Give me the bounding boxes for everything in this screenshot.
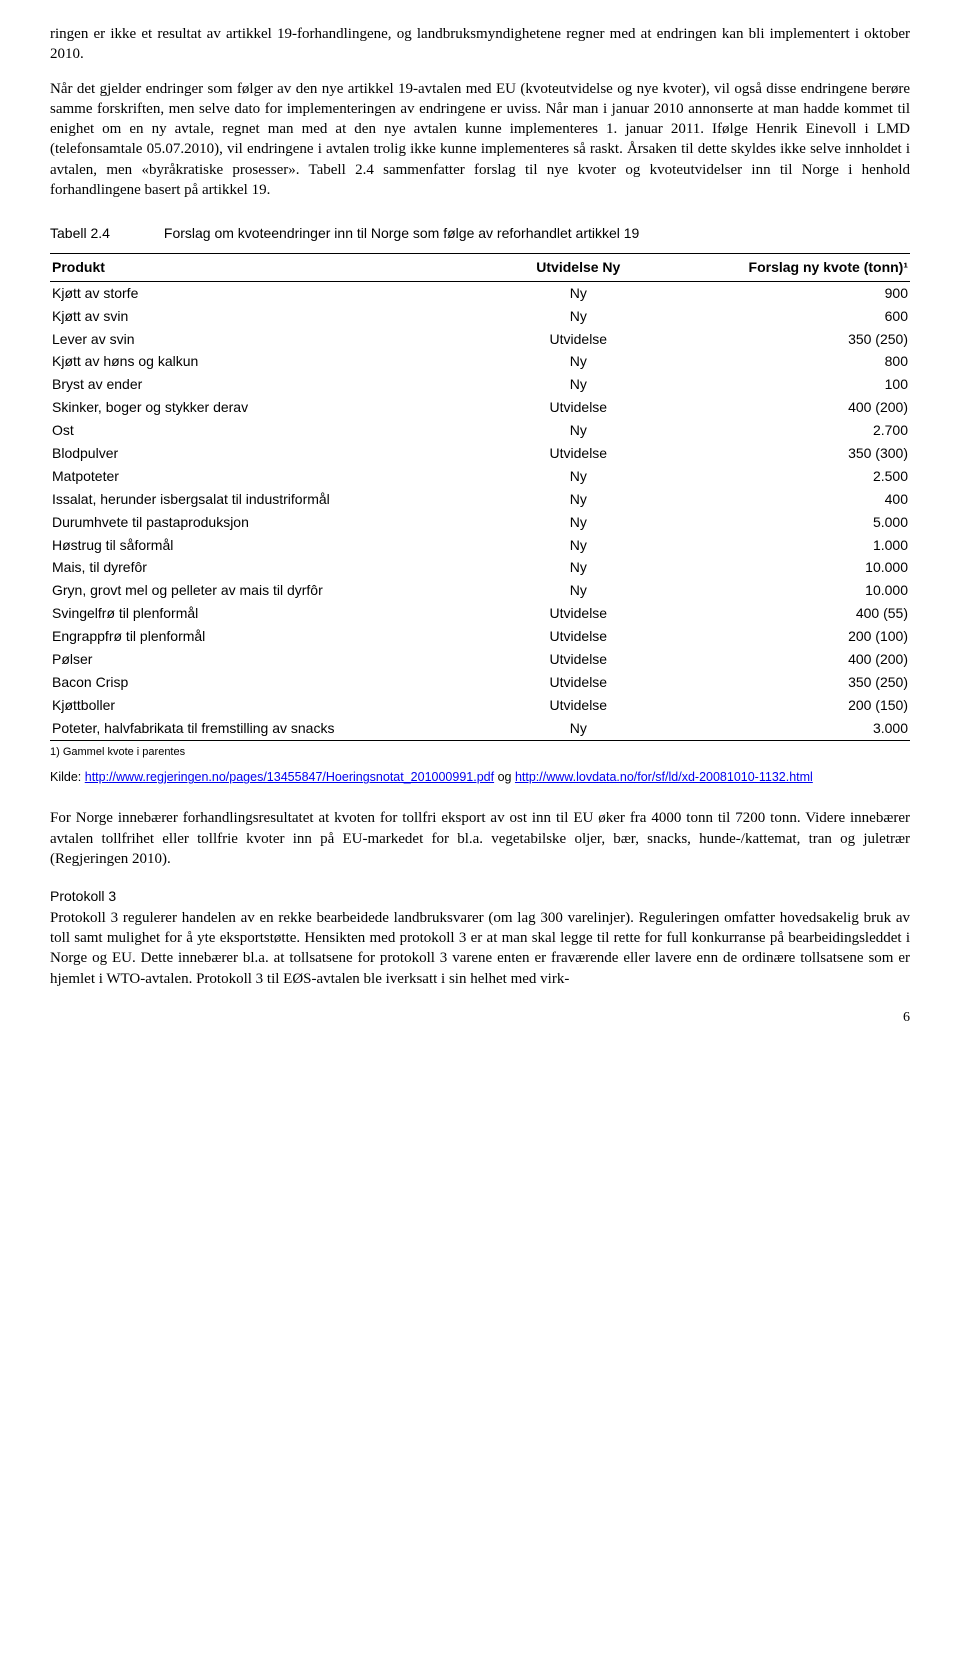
table-cell: 1.000 <box>649 534 910 557</box>
table-row: Svingelfrø til plenformålUtvidelse400 (5… <box>50 602 910 625</box>
table-cell: 400 (200) <box>649 396 910 419</box>
table-row: Engrappfrø til plenformålUtvidelse200 (1… <box>50 625 910 648</box>
table-caption: Tabell 2.4 Forslag om kvoteendringer inn… <box>50 224 910 243</box>
table-cell: Ny <box>508 579 649 602</box>
table-caption-text: Forslag om kvoteendringer inn til Norge … <box>164 225 639 241</box>
table-row: Lever av svinUtvidelse350 (250) <box>50 328 910 351</box>
table-cell: 350 (250) <box>649 671 910 694</box>
table-row: Skinker, boger og stykker deravUtvidelse… <box>50 396 910 419</box>
table-cell: Utvidelse <box>508 671 649 694</box>
table-row: Kjøtt av svinNy600 <box>50 305 910 328</box>
table-row: Høstrug til såformålNy1.000 <box>50 534 910 557</box>
table-cell: Ny <box>508 534 649 557</box>
table-cell: Høstrug til såformål <box>50 534 508 557</box>
table-cell: 350 (300) <box>649 442 910 465</box>
table-row: Gryn, grovt mel og pelleter av mais til … <box>50 579 910 602</box>
table-cell: Ny <box>508 350 649 373</box>
table-cell: Ost <box>50 419 508 442</box>
table-cell: Svingelfrø til plenformål <box>50 602 508 625</box>
table-cell: 400 (55) <box>649 602 910 625</box>
table-cell: Kjøtt av storfe <box>50 281 508 304</box>
table-cell: Bacon Crisp <box>50 671 508 694</box>
table-cell: Poteter, halvfabrikata til fremstilling … <box>50 717 508 740</box>
table-cell: 5.000 <box>649 511 910 534</box>
table-cell: 10.000 <box>649 556 910 579</box>
table-cell: Blodpulver <box>50 442 508 465</box>
table-cell: 2.700 <box>649 419 910 442</box>
table-cell: Ny <box>508 511 649 534</box>
table-source: Kilde: http://www.regjeringen.no/pages/1… <box>50 769 910 786</box>
table-row: Bryst av enderNy100 <box>50 373 910 396</box>
table-cell: Engrappfrø til plenformål <box>50 625 508 648</box>
table-cell: Ny <box>508 373 649 396</box>
table-cell: Utvidelse <box>508 442 649 465</box>
table-cell: Ny <box>508 488 649 511</box>
table-cell: 600 <box>649 305 910 328</box>
table-cell: Bryst av ender <box>50 373 508 396</box>
table-cell: Skinker, boger og stykker derav <box>50 396 508 419</box>
table-cell: Utvidelse <box>508 694 649 717</box>
table-row: Kjøtt av storfeNy900 <box>50 281 910 304</box>
table-cell: Kjøtt av svin <box>50 305 508 328</box>
table-cell: Ny <box>508 465 649 488</box>
table-cell: Kjøttboller <box>50 694 508 717</box>
table-cell: Utvidelse <box>508 625 649 648</box>
source-prefix: Kilde: <box>50 770 85 784</box>
table-cell: Ny <box>508 305 649 328</box>
table-cell: 2.500 <box>649 465 910 488</box>
source-midtext: og <box>494 770 515 784</box>
table-row: PølserUtvidelse400 (200) <box>50 648 910 671</box>
table-cell: 3.000 <box>649 717 910 740</box>
table-row: MatpoteterNy2.500 <box>50 465 910 488</box>
table-row: Poteter, halvfabrikata til fremstilling … <box>50 717 910 740</box>
table-cell: Ny <box>508 419 649 442</box>
col-header-product: Produkt <box>50 253 508 281</box>
table-cell: 400 <box>649 488 910 511</box>
table-cell: Utvidelse <box>508 328 649 351</box>
table-cell: Ny <box>508 281 649 304</box>
table-cell: 800 <box>649 350 910 373</box>
table-cell: 100 <box>649 373 910 396</box>
table-cell: Ny <box>508 717 649 740</box>
paragraph-3: For Norge innebærer forhandlingsresultat… <box>50 808 910 869</box>
table-cell: Lever av svin <box>50 328 508 351</box>
source-link-1[interactable]: http://www.regjeringen.no/pages/13455847… <box>85 770 494 784</box>
table-cell: Ny <box>508 556 649 579</box>
table-row: OstNy2.700 <box>50 419 910 442</box>
table-row: Mais, til dyrefôrNy10.000 <box>50 556 910 579</box>
table-cell: Pølser <box>50 648 508 671</box>
table-cell: 400 (200) <box>649 648 910 671</box>
table-row: Durumhvete til pastaproduksjonNy5.000 <box>50 511 910 534</box>
page-number: 6 <box>50 1009 910 1028</box>
table-cell: Utvidelse <box>508 396 649 419</box>
table-cell: 10.000 <box>649 579 910 602</box>
quota-table: Produkt Utvidelse Ny Forslag ny kvote (t… <box>50 253 910 741</box>
col-header-quota: Forslag ny kvote (tonn)¹ <box>649 253 910 281</box>
table-footnote: 1) Gammel kvote i parentes <box>50 745 910 760</box>
table-cell: 200 (150) <box>649 694 910 717</box>
table-cell: 200 (100) <box>649 625 910 648</box>
table-cell: Utvidelse <box>508 602 649 625</box>
section-heading-protokoll3: Protokoll 3 <box>50 887 910 906</box>
table-row: Kjøtt av høns og kalkunNy800 <box>50 350 910 373</box>
paragraph-1: ringen er ikke et resultat av artikkel 1… <box>50 24 910 65</box>
table-row: KjøttbollerUtvidelse200 (150) <box>50 694 910 717</box>
table-cell: 900 <box>649 281 910 304</box>
col-header-type: Utvidelse Ny <box>508 253 649 281</box>
paragraph-2: Når det gjelder endringer som følger av … <box>50 79 910 201</box>
table-cell: Gryn, grovt mel og pelleter av mais til … <box>50 579 508 602</box>
table-row: Bacon CrispUtvidelse350 (250) <box>50 671 910 694</box>
table-cell: Matpoteter <box>50 465 508 488</box>
source-link-2[interactable]: http://www.lovdata.no/for/sf/ld/xd-20081… <box>515 770 813 784</box>
table-cell: Utvidelse <box>508 648 649 671</box>
table-cell: Mais, til dyrefôr <box>50 556 508 579</box>
table-label: Tabell 2.4 <box>50 224 160 243</box>
table-cell: Durumhvete til pastaproduksjon <box>50 511 508 534</box>
table-cell: 350 (250) <box>649 328 910 351</box>
table-row: Issalat, herunder isbergsalat til indust… <box>50 488 910 511</box>
paragraph-4: Protokoll 3 regulerer handelen av en rek… <box>50 908 910 989</box>
table-cell: Kjøtt av høns og kalkun <box>50 350 508 373</box>
table-row: BlodpulverUtvidelse350 (300) <box>50 442 910 465</box>
table-cell: Issalat, herunder isbergsalat til indust… <box>50 488 508 511</box>
